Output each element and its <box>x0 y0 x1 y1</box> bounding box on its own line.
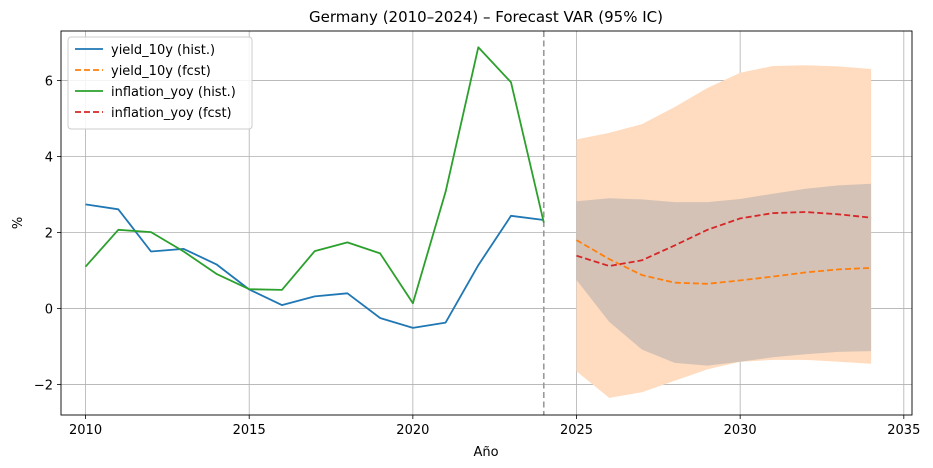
legend-label: yield_10y (hist.) <box>111 43 215 58</box>
chart-title: Germany (2010–2024) – Forecast VAR (95% … <box>309 8 663 26</box>
series-lines <box>84 46 872 329</box>
legend: yield_10y (hist.) yield_10y (fcst) inflati… <box>67 36 253 130</box>
series-line <box>576 211 872 267</box>
x-tick-label: 2015 <box>233 423 266 438</box>
series-line <box>576 239 872 285</box>
y-tick-label: −2 <box>34 379 53 394</box>
x-tick-label: 2030 <box>724 423 757 438</box>
y-tick-label: 2 <box>45 227 53 242</box>
x-axis-label: Año <box>473 445 498 460</box>
y-tick-label: 4 <box>45 150 53 165</box>
legend-label: inflation_yoy (hist.) <box>111 85 236 100</box>
y-tick-label: 6 <box>45 74 53 89</box>
confidence-band <box>576 183 872 366</box>
x-tick-label: 2010 <box>69 423 102 438</box>
x-tick-label: 2025 <box>560 423 593 438</box>
y-tick-label: 0 <box>45 303 53 318</box>
legend-label: inflation_yoy (fcst) <box>111 106 232 121</box>
x-tick-label: 2020 <box>396 423 429 438</box>
legend-box <box>67 36 253 130</box>
x-axis-ticks: 2010 2015 2020 2025 2030 2035 <box>69 415 920 438</box>
y-axis-ticks: −2 0 2 4 6 <box>34 74 61 394</box>
legend-label: yield_10y (fcst) <box>111 64 211 79</box>
y-axis-label: % <box>11 217 26 229</box>
confidence-bands <box>576 65 872 398</box>
x-tick-label: 2035 <box>887 423 920 438</box>
plot-frame <box>60 30 913 416</box>
